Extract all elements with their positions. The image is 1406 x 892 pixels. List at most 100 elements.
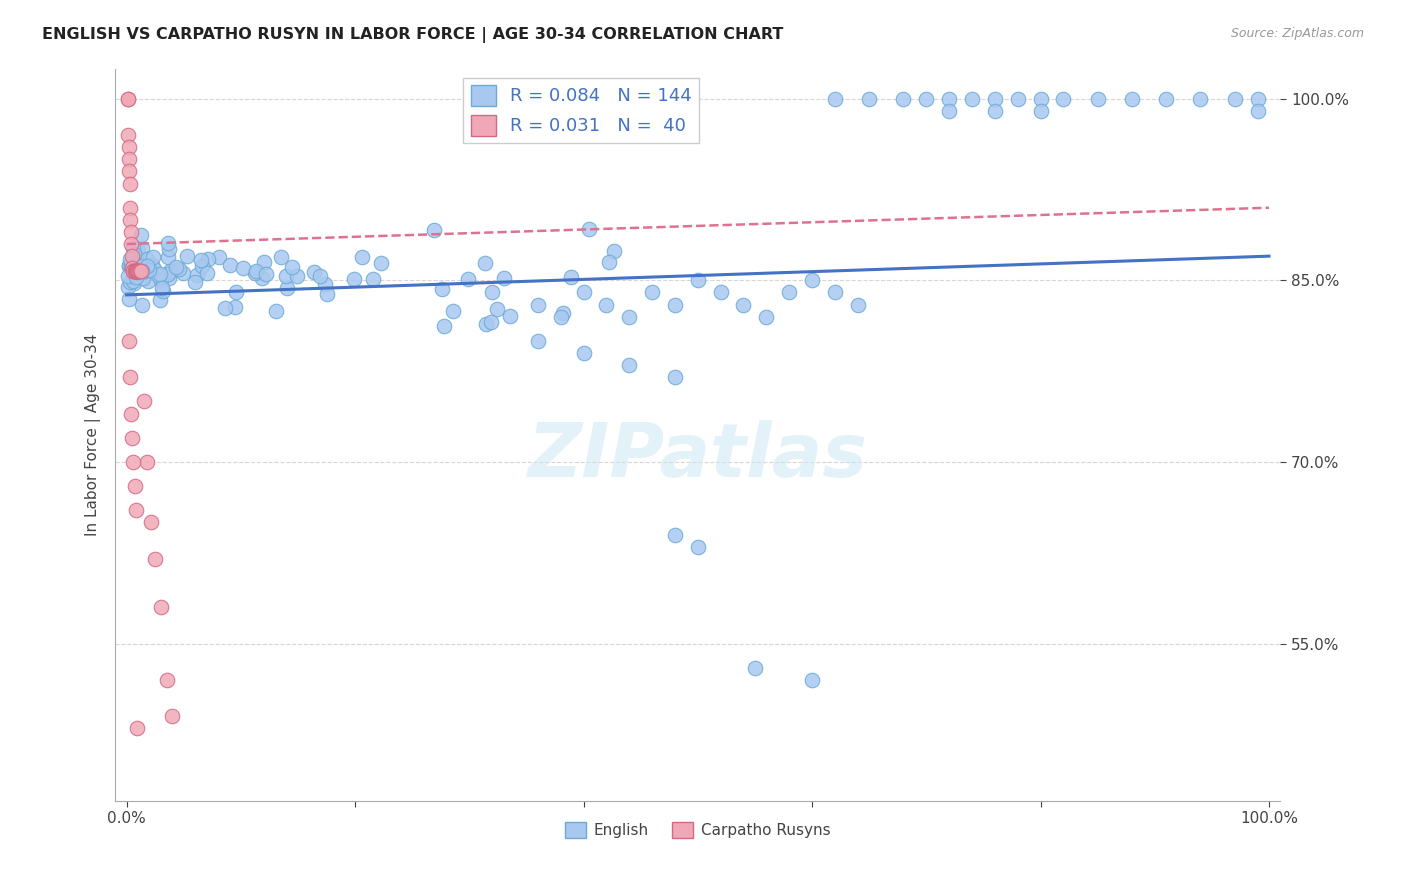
Point (184, 276, 207, 290)
Point (143, 551, 166, 566)
Point (253, 254, 276, 268)
Point (1121, 92, 1143, 106)
Point (120, 407, 142, 421)
Point (121, 261, 143, 276)
Point (159, 264, 181, 278)
Point (122, 247, 145, 261)
Point (157, 236, 180, 251)
Point (122, 455, 145, 469)
Point (938, 103, 960, 118)
Point (232, 261, 254, 276)
Point (270, 251, 292, 265)
Point (342, 272, 364, 286)
Point (218, 258, 240, 272)
Point (527, 297, 550, 311)
Point (131, 264, 153, 278)
Point (197, 252, 219, 266)
Point (124, 263, 146, 277)
Point (801, 273, 824, 287)
Point (134, 264, 156, 278)
Point (664, 297, 686, 311)
Point (125, 265, 148, 279)
Point (224, 300, 246, 314)
Point (598, 254, 620, 268)
Point (136, 273, 159, 287)
Point (125, 262, 148, 277)
Point (127, 263, 149, 277)
Point (118, 212, 141, 227)
Point (132, 263, 155, 277)
Point (664, 370, 686, 384)
Point (499, 309, 522, 323)
Point (149, 273, 172, 287)
Point (125, 263, 148, 277)
Point (485, 302, 508, 317)
Point (984, 92, 1007, 106)
Point (264, 304, 287, 318)
Point (280, 260, 302, 274)
Point (120, 225, 142, 239)
Point (118, 201, 141, 215)
Point (309, 269, 332, 284)
Point (441, 304, 464, 318)
Point (1052, 92, 1074, 106)
Point (118, 334, 141, 348)
Point (352, 250, 374, 264)
Point (117, 279, 139, 293)
Point (125, 503, 148, 517)
Point (984, 103, 1007, 118)
Point (120, 260, 142, 274)
Point (149, 293, 172, 307)
Point (122, 263, 145, 277)
Point (423, 223, 446, 237)
Point (619, 310, 641, 324)
Point (560, 270, 582, 285)
Point (276, 281, 298, 295)
Point (118, 259, 141, 273)
Point (481, 285, 503, 300)
Point (664, 527, 686, 541)
Point (120, 237, 142, 252)
Point (118, 292, 141, 306)
Point (433, 319, 456, 334)
Point (129, 227, 152, 242)
Point (117, 92, 139, 106)
Point (127, 244, 149, 258)
Point (1154, 92, 1177, 106)
Point (1189, 92, 1212, 106)
Text: ENGLISH VS CARPATHO RUSYN IN LABOR FORCE | AGE 30-34 CORRELATION CHART: ENGLISH VS CARPATHO RUSYN IN LABOR FORCE… (42, 27, 783, 43)
Point (1246, 92, 1268, 106)
Text: Source: ZipAtlas.com: Source: ZipAtlas.com (1230, 27, 1364, 40)
Point (1087, 92, 1109, 106)
Point (214, 301, 236, 315)
Point (128, 263, 150, 277)
Point (595, 297, 617, 311)
Point (124, 268, 146, 282)
Point (132, 394, 155, 409)
Point (118, 177, 141, 191)
Point (121, 274, 143, 288)
Point (550, 310, 572, 324)
Legend: English, Carpatho Rusyns: English, Carpatho Rusyns (558, 816, 837, 845)
Point (1223, 92, 1246, 106)
Point (120, 256, 142, 270)
Point (125, 265, 148, 279)
Point (619, 358, 641, 372)
Point (118, 153, 141, 167)
Point (121, 249, 143, 263)
Point (254, 267, 277, 281)
Point (142, 250, 165, 264)
Point (494, 270, 516, 285)
Point (157, 242, 180, 256)
Point (117, 92, 139, 106)
Point (121, 431, 143, 445)
Point (316, 286, 339, 301)
Point (285, 268, 308, 283)
Point (915, 92, 938, 106)
Point (118, 259, 141, 273)
Point (603, 244, 626, 259)
Point (314, 277, 336, 291)
Point (475, 317, 498, 331)
Point (129, 263, 152, 277)
Point (118, 276, 141, 290)
